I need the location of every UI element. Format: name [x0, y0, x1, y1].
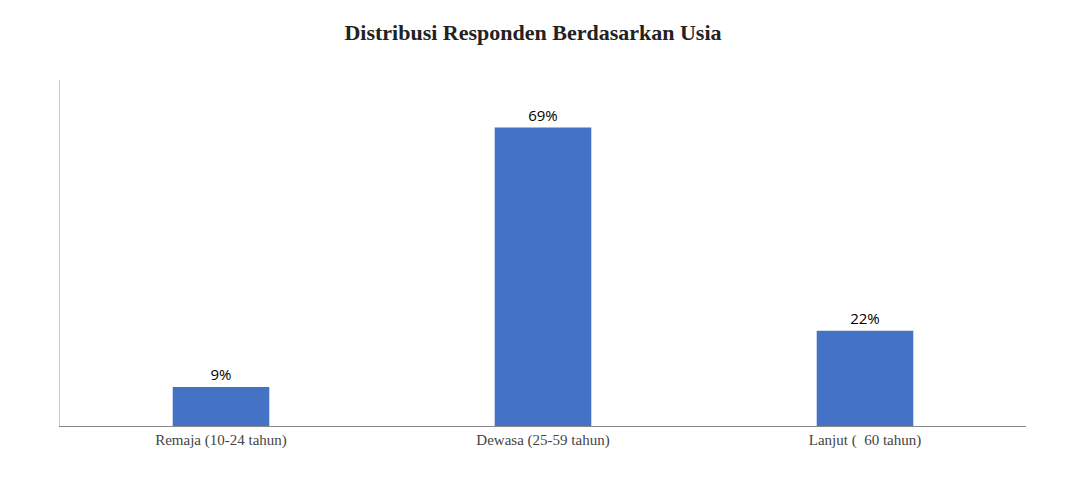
- svg-text:9%: 9%: [211, 364, 232, 384]
- svg-text:Distribusi Responden Berdasark: Distribusi Responden Berdasarkan Usia: [344, 20, 721, 45]
- svg-text:22%: 22%: [850, 308, 880, 328]
- svg-text:Remaja (10-24 tahun): Remaja (10-24 tahun): [155, 432, 287, 449]
- svg-text:69%: 69%: [528, 105, 558, 125]
- svg-text:Dewasa (25-59 tahun): Dewasa (25-59 tahun): [476, 432, 609, 449]
- svg-text:Lanjut ( 60 tahun): Lanjut ( 60 tahun): [809, 432, 921, 449]
